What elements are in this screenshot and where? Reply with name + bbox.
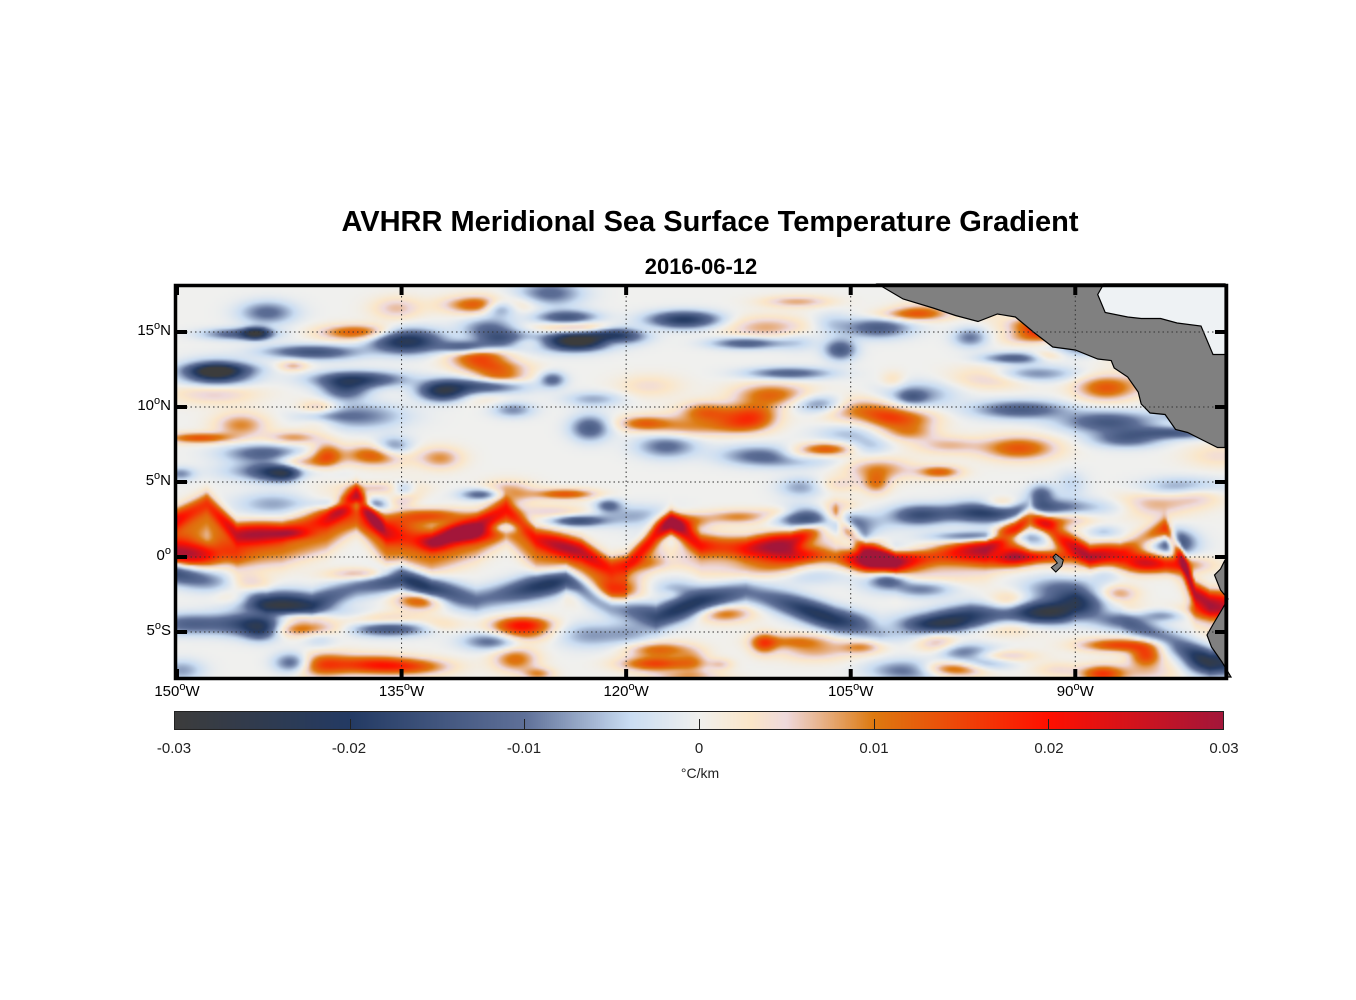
- degree-symbol: o: [403, 681, 411, 693]
- y-tick-value: 5: [146, 622, 155, 639]
- degree-symbol: o: [853, 681, 860, 693]
- colorbar-tick-label: 0: [694, 740, 704, 757]
- caribbean-sea-area: [1097, 283, 1226, 356]
- y-tick-label: 15oN: [111, 320, 171, 339]
- colorbar-tick: [873, 719, 875, 730]
- y-tick-label: 5oS: [111, 620, 171, 639]
- central-america-landmass: [875, 283, 1226, 449]
- y-tick-value: 5: [145, 472, 155, 489]
- degree-symbol: o: [164, 545, 171, 557]
- x-tick-label: 150oW: [137, 681, 217, 700]
- degree-symbol: o: [154, 395, 161, 407]
- x-tick-value: 105: [828, 683, 854, 700]
- colorbar-tick: [1048, 719, 1050, 730]
- galapagos-islands: [1050, 553, 1064, 573]
- x-tick-label: 135oW: [362, 681, 442, 700]
- hemisphere-suffix: N: [160, 472, 171, 489]
- y-tick-label: 10oN: [111, 395, 171, 414]
- colorbar-tick-label: 0.03: [1209, 740, 1239, 757]
- y-tick-label: 0o: [111, 545, 171, 564]
- x-tick-value: 135: [378, 683, 404, 700]
- colorbar-unit-label: °C/km: [680, 765, 720, 781]
- colorbar-tick-label: -0.01: [506, 740, 542, 757]
- y-tick-value: 0: [156, 547, 165, 564]
- colorbar-tick: [524, 719, 526, 730]
- map-overlay: [173, 283, 1233, 681]
- degree-symbol: o: [154, 320, 161, 332]
- hemisphere-suffix: S: [160, 622, 171, 639]
- x-tick-label: 120oW: [586, 681, 666, 700]
- hemisphere-suffix: N: [160, 397, 171, 414]
- x-tick-value: 120: [603, 683, 629, 700]
- degree-symbol: o: [179, 681, 186, 693]
- colorbar: [174, 711, 1224, 730]
- y-tick-value: 10: [137, 397, 155, 414]
- colorbar-tick: [349, 719, 351, 730]
- x-tick-label: 105oW: [811, 681, 891, 700]
- degree-symbol: o: [628, 681, 635, 693]
- hemisphere-suffix: W: [859, 683, 874, 700]
- degree-symbol: o: [154, 620, 161, 632]
- x-tick-value: 90: [1056, 683, 1074, 700]
- degree-symbol: o: [154, 470, 161, 482]
- hemisphere-suffix: W: [185, 683, 200, 700]
- map-panel[interactable]: [173, 283, 1233, 681]
- hemisphere-suffix: N: [160, 322, 171, 339]
- y-tick-value: 15: [137, 322, 155, 339]
- colorbar-tick: [699, 719, 700, 730]
- chart-title: AVHRR Meridional Sea Surface Temperature…: [341, 206, 1079, 238]
- colorbar-tick-label: 0.02: [1034, 740, 1064, 757]
- hemisphere-suffix: W: [1079, 683, 1094, 700]
- hemisphere-suffix: W: [634, 683, 649, 700]
- hemisphere-suffix: W: [410, 683, 425, 700]
- colorbar-tick-label: 0.01: [859, 740, 889, 757]
- x-tick-label: 90oW: [1035, 681, 1115, 700]
- degree-symbol: o: [1073, 681, 1080, 693]
- x-tick-value: 150: [154, 683, 180, 700]
- y-tick-label: 5oN: [111, 470, 171, 489]
- colorbar-tick-label: -0.03: [156, 740, 192, 757]
- colorbar-tick-label: -0.02: [331, 740, 367, 757]
- chart-subtitle: 2016-06-12: [644, 254, 758, 279]
